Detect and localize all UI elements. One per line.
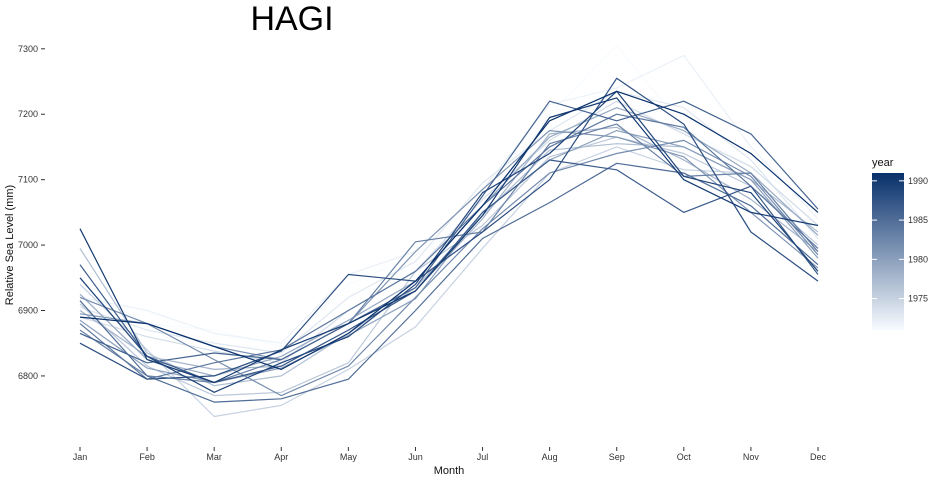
- series-line-1975: [79, 146, 819, 418]
- legend-tick-label: 1985: [908, 215, 928, 225]
- series-line-1984: [79, 113, 819, 380]
- y-tick-label: 6800: [18, 371, 38, 381]
- series-line-1974: [79, 100, 819, 364]
- legend-title: year: [872, 157, 894, 169]
- series-line-1973: [79, 90, 819, 354]
- x-tick-label: Sep: [609, 452, 625, 462]
- series-line-1983: [79, 123, 819, 384]
- series-layer: [79, 44, 819, 418]
- y-tick-label: 7300: [18, 44, 38, 54]
- x-axis-title: Month: [434, 465, 465, 477]
- legend-tick-label: 1975: [908, 294, 928, 304]
- legend-tick-label: 1980: [908, 254, 928, 264]
- series-line-1990: [79, 97, 819, 384]
- series-line-1987: [79, 159, 819, 384]
- series-line-1986: [79, 100, 819, 364]
- x-tick-label: Jul: [477, 452, 489, 462]
- chart-title: HAGI: [250, 0, 333, 38]
- x-tick-label: Dec: [810, 452, 827, 462]
- series-line-1989: [79, 90, 819, 393]
- series-line-1971: [79, 44, 819, 348]
- y-tick-label: 6900: [18, 306, 38, 316]
- x-tick-label: Jan: [73, 452, 88, 462]
- series-line-1982: [79, 139, 819, 397]
- y-axis: 6800 6900 7000 7100 7200 7300: [18, 44, 45, 381]
- x-tick-label: Apr: [274, 452, 288, 462]
- series-line-1985: [79, 162, 819, 403]
- series-line-1991: [79, 90, 819, 370]
- x-tick-label: Oct: [677, 452, 692, 462]
- y-tick-label: 7200: [18, 109, 38, 119]
- x-tick-label: May: [340, 452, 358, 462]
- y-tick-label: 7000: [18, 240, 38, 250]
- legend-ticks: 1975 1980 1985 1990: [872, 176, 928, 304]
- legend-tick-label: 1990: [908, 176, 928, 186]
- x-tick-label: Aug: [542, 452, 558, 462]
- legend-colorbar: [872, 173, 904, 330]
- x-tick-label: Feb: [139, 452, 155, 462]
- y-axis-title: Relative Sea Level (mm): [4, 185, 16, 305]
- x-tick-label: Mar: [206, 452, 222, 462]
- series-line-1976: [79, 136, 819, 397]
- legend: year 1975 1980 1985 1990: [872, 157, 928, 330]
- x-tick-label: Jun: [408, 452, 423, 462]
- series-line-1977: [79, 143, 819, 387]
- series-line-1972: [79, 54, 819, 344]
- y-tick-label: 7100: [18, 175, 38, 185]
- x-axis: Jan Feb Mar Apr May Jun Jul Aug Sep Oct Nov Dec: [73, 447, 827, 462]
- series-line-1988: [79, 77, 819, 380]
- x-tick-label: Nov: [743, 452, 760, 462]
- series-line-1980: [79, 130, 819, 384]
